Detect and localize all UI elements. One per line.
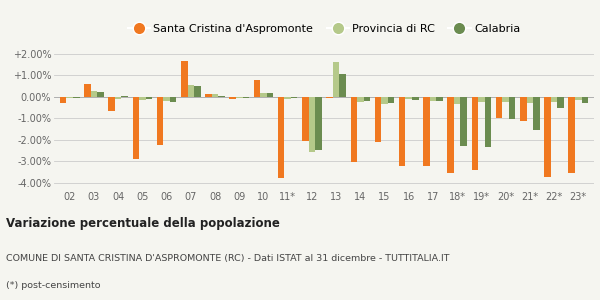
Bar xyxy=(308,97,315,152)
Bar xyxy=(350,97,357,162)
Bar xyxy=(146,97,152,99)
Bar xyxy=(260,93,267,97)
Bar xyxy=(340,74,346,97)
Bar xyxy=(357,97,364,102)
Bar xyxy=(406,97,412,99)
Bar xyxy=(60,97,67,103)
Bar xyxy=(267,93,273,97)
Bar xyxy=(423,97,430,166)
Bar xyxy=(448,97,454,173)
Bar xyxy=(375,97,381,142)
Bar xyxy=(194,86,200,97)
Bar xyxy=(97,92,104,97)
Bar xyxy=(229,97,236,99)
Bar xyxy=(496,97,502,118)
Bar xyxy=(133,97,139,159)
Bar xyxy=(139,97,146,100)
Bar xyxy=(73,97,80,98)
Bar xyxy=(109,97,115,111)
Bar xyxy=(485,97,491,147)
Bar xyxy=(205,94,212,97)
Bar xyxy=(157,97,163,145)
Bar xyxy=(163,97,170,101)
Bar xyxy=(278,97,284,178)
Bar xyxy=(115,97,121,99)
Bar xyxy=(67,97,73,98)
Bar xyxy=(520,97,527,121)
Bar xyxy=(581,97,588,103)
Bar xyxy=(364,97,370,101)
Bar xyxy=(388,97,394,103)
Bar xyxy=(509,97,515,119)
Bar xyxy=(527,97,533,103)
Bar xyxy=(557,97,564,108)
Text: Variazione percentuale della popolazione: Variazione percentuale della popolazione xyxy=(6,217,280,230)
Bar xyxy=(478,97,485,102)
Bar xyxy=(472,97,478,170)
Bar xyxy=(502,97,509,102)
Bar xyxy=(381,97,388,104)
Bar xyxy=(291,97,298,98)
Bar xyxy=(236,97,242,98)
Bar xyxy=(254,80,260,97)
Bar xyxy=(333,62,340,97)
Bar xyxy=(242,97,249,98)
Text: (*) post-censimento: (*) post-censimento xyxy=(6,281,101,290)
Bar xyxy=(454,97,460,104)
Bar xyxy=(568,97,575,173)
Bar xyxy=(84,84,91,97)
Bar xyxy=(170,97,176,102)
Bar xyxy=(533,97,539,130)
Bar xyxy=(551,97,557,102)
Bar xyxy=(218,95,225,97)
Bar xyxy=(460,97,467,146)
Bar xyxy=(436,97,443,101)
Text: COMUNE DI SANTA CRISTINA D'ASPROMONTE (RC) - Dati ISTAT al 31 dicembre - TUTTITA: COMUNE DI SANTA CRISTINA D'ASPROMONTE (R… xyxy=(6,254,449,263)
Bar xyxy=(430,97,436,101)
Legend: Santa Cristina d'Aspromonte, Provincia di RC, Calabria: Santa Cristina d'Aspromonte, Provincia d… xyxy=(124,19,524,38)
Bar xyxy=(302,97,308,141)
Bar xyxy=(399,97,406,166)
Bar xyxy=(544,97,551,177)
Bar xyxy=(412,97,419,100)
Bar xyxy=(121,95,128,97)
Bar xyxy=(575,97,581,100)
Bar xyxy=(181,61,188,97)
Bar xyxy=(91,91,97,97)
Bar xyxy=(315,97,322,150)
Bar xyxy=(188,85,194,97)
Bar xyxy=(212,94,218,97)
Bar xyxy=(284,97,291,99)
Bar xyxy=(326,97,333,98)
